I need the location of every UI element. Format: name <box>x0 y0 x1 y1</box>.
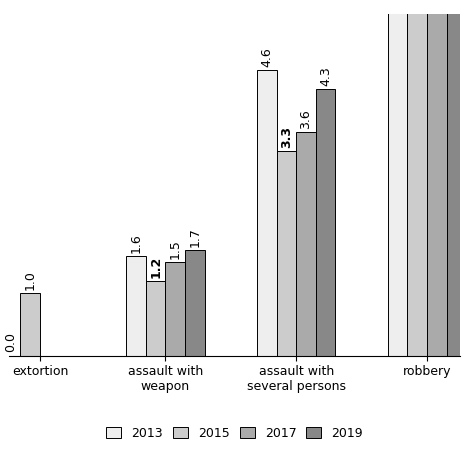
Text: 4.6: 4.6 <box>260 47 273 67</box>
Bar <box>185 250 205 356</box>
Bar <box>146 281 165 356</box>
Text: 0.0: 0.0 <box>4 332 17 352</box>
Bar <box>277 151 296 356</box>
Text: 1.6: 1.6 <box>129 233 143 253</box>
Bar <box>165 263 185 356</box>
Text: 1.2: 1.2 <box>149 255 162 278</box>
Bar <box>427 0 447 356</box>
Text: 4.3: 4.3 <box>319 66 332 86</box>
Text: 1.7: 1.7 <box>188 227 201 247</box>
Bar <box>257 70 277 356</box>
Text: 3.3: 3.3 <box>280 126 293 147</box>
Bar <box>20 293 40 356</box>
Bar <box>316 89 336 356</box>
Bar <box>126 256 146 356</box>
Bar <box>408 0 427 356</box>
Text: 1.0: 1.0 <box>24 271 36 291</box>
Text: 1.5: 1.5 <box>169 239 182 259</box>
Bar <box>296 132 316 356</box>
Text: 3.6: 3.6 <box>300 109 312 129</box>
Bar <box>447 0 466 356</box>
Bar <box>388 0 408 356</box>
Legend: 2013, 2015, 2017, 2019: 2013, 2015, 2017, 2019 <box>101 422 368 445</box>
